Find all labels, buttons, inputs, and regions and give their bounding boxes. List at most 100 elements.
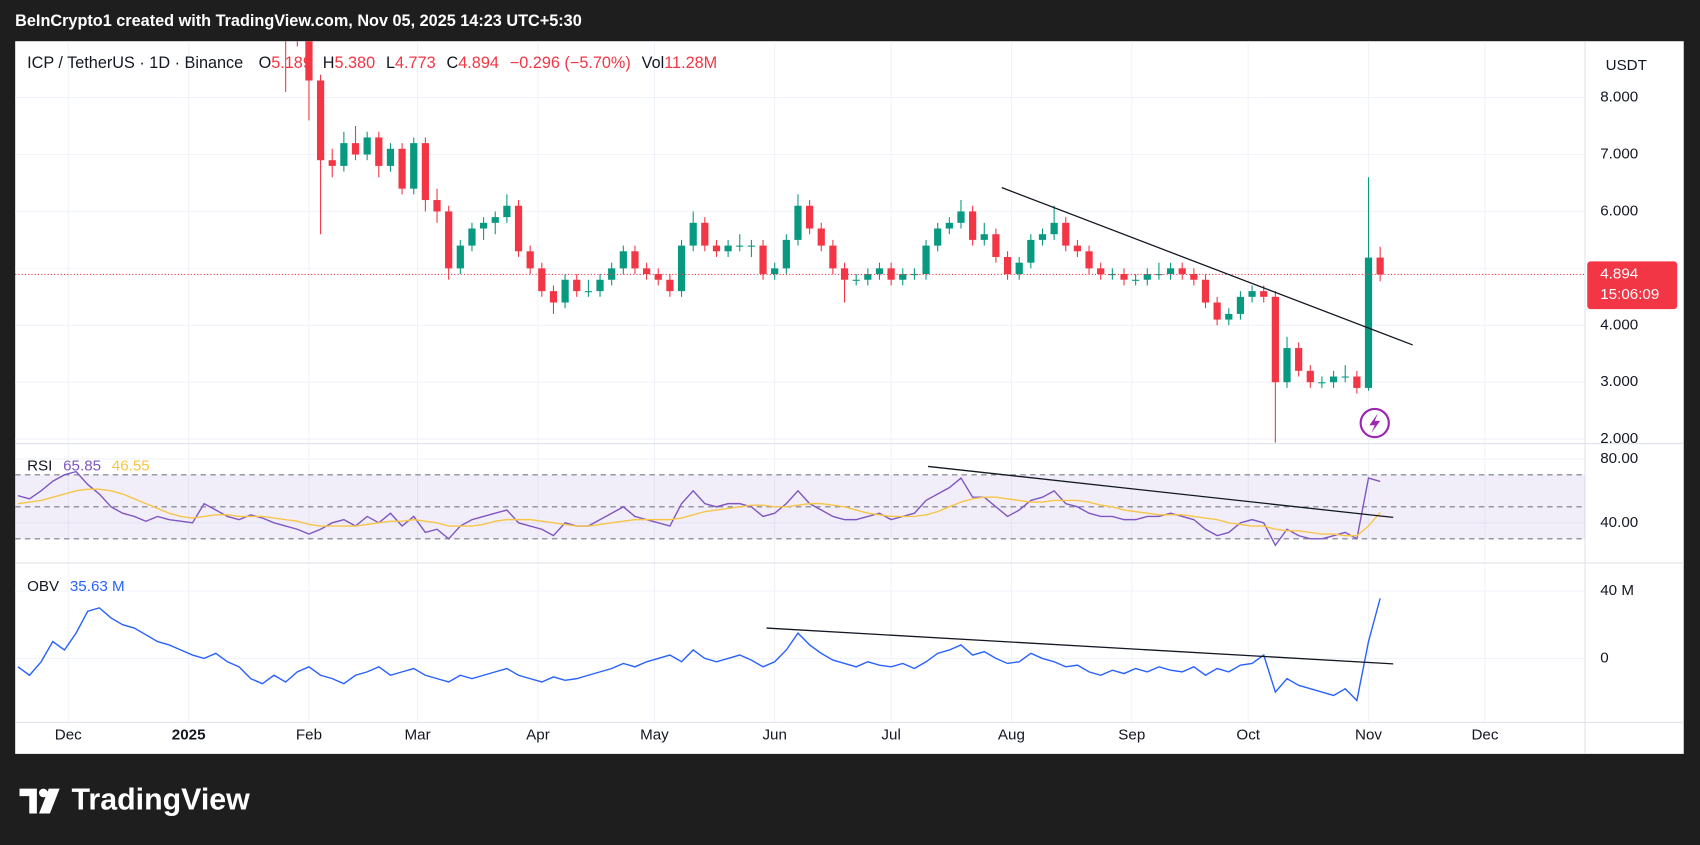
candle-body	[992, 234, 1000, 257]
x-tick-label: Apr	[526, 726, 550, 743]
candle-body	[864, 274, 872, 280]
candle-body	[875, 268, 884, 275]
legend-key: Vol	[642, 54, 665, 72]
candle-body	[910, 274, 919, 276]
candle-body	[584, 291, 592, 293]
legend-value: 5.380	[334, 54, 375, 72]
candle-body	[316, 80, 325, 161]
candle-body	[514, 205, 523, 252]
candle-body	[398, 148, 406, 189]
event-icon-bolt	[1369, 413, 1381, 433]
candle-body	[351, 143, 360, 155]
series-line	[17, 488, 1381, 537]
obv-pane	[17, 598, 1381, 702]
candle-body	[771, 268, 779, 275]
trendline	[927, 465, 1394, 519]
rsi-title: RSI	[27, 457, 52, 474]
candle-body	[608, 268, 616, 280]
legend-value: 5.189	[271, 54, 312, 72]
candle-body	[479, 222, 488, 229]
candle-body	[852, 279, 860, 281]
y-tick-label: 6.000	[1600, 202, 1638, 219]
candle-body	[1143, 274, 1151, 280]
candle-body	[1038, 234, 1047, 240]
candle-body	[526, 251, 534, 269]
candle-body	[468, 228, 476, 246]
candle-body	[817, 228, 825, 246]
candle-body	[934, 228, 942, 246]
candle-body	[759, 245, 767, 275]
tradingview-logo: TradingView	[19, 784, 251, 817]
rsi-value: 65.85	[63, 457, 101, 474]
legend-value: 11.28M	[664, 54, 717, 72]
obv-value: 35.63 M	[70, 578, 125, 595]
candle-body	[1329, 376, 1338, 383]
legend-key: C	[447, 54, 459, 72]
obv-legend: OBV 35.63 M	[27, 578, 125, 595]
candle-body	[631, 251, 639, 269]
legend-key: L	[386, 54, 395, 72]
candle-body	[433, 200, 441, 212]
candle-body	[538, 268, 546, 292]
logo-glyph	[19, 788, 37, 814]
candle-body	[1271, 296, 1279, 383]
candle-body	[724, 245, 732, 252]
logo-glyph	[39, 788, 48, 798]
candle-body	[1260, 291, 1268, 297]
candle-body	[456, 245, 464, 269]
candle-body	[1341, 376, 1349, 378]
candle-body	[782, 239, 790, 269]
candle-body	[840, 268, 849, 280]
candle-body	[410, 143, 418, 189]
candle-body	[1073, 245, 1082, 252]
candle-body	[1062, 222, 1070, 246]
candle-body	[1085, 251, 1093, 269]
candle-body	[1015, 262, 1023, 275]
candle-body	[619, 251, 627, 269]
footer-brand: TradingView	[72, 784, 251, 817]
candle-body	[596, 279, 604, 292]
candle-body	[503, 205, 511, 218]
obv-title: OBV	[27, 578, 60, 595]
candle-body	[1155, 274, 1163, 276]
candle-body	[1120, 274, 1128, 280]
candle-body	[1364, 257, 1373, 388]
logo-glyph	[39, 788, 60, 814]
candle-body	[1027, 239, 1035, 263]
candle-body	[957, 211, 965, 223]
candle-body	[677, 245, 686, 292]
candle-body	[666, 279, 674, 292]
candle-body	[945, 222, 953, 229]
candle-body	[1295, 348, 1303, 371]
candle-body	[747, 245, 756, 247]
x-tick-label: Dec	[55, 726, 82, 743]
candle-body	[1050, 222, 1058, 235]
last-price-box	[1587, 261, 1678, 310]
x-tick-label: 2025	[172, 726, 206, 743]
candle-body	[1225, 313, 1233, 320]
candle-body	[386, 148, 395, 166]
last-price-label: 4.894	[1600, 265, 1638, 282]
candle-body	[1178, 268, 1186, 275]
candle-body	[1318, 382, 1326, 384]
price-pane	[15, 41, 1586, 443]
y-tick-label: 40 M	[1600, 582, 1634, 599]
candle-body	[1376, 257, 1384, 275]
x-tick-label: Feb	[296, 726, 322, 743]
candle-body	[1166, 268, 1175, 275]
candle-body	[736, 245, 744, 247]
candle-body	[1190, 274, 1198, 280]
candle-body	[689, 222, 697, 246]
rsi-ma-value: 46.55	[112, 457, 150, 474]
candle-body	[1003, 256, 1012, 275]
candle-body	[899, 274, 907, 280]
candle-body	[642, 268, 651, 275]
candle-body	[969, 211, 977, 240]
x-tick-label: Jun	[762, 726, 786, 743]
legend-key: O	[259, 54, 272, 72]
candle-body	[305, 41, 313, 81]
candle-body	[561, 279, 569, 303]
candle-body	[445, 211, 453, 269]
